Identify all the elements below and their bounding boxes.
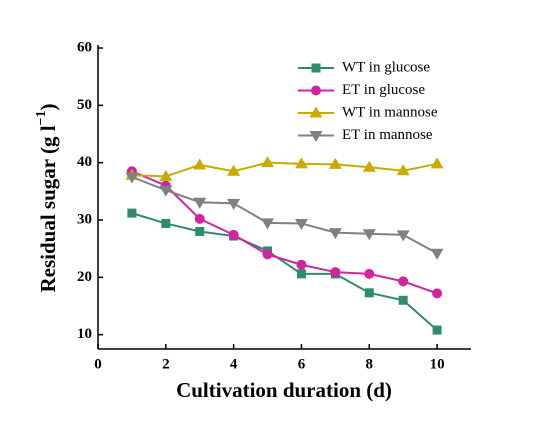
series-line bbox=[131, 170, 438, 295]
legend-marker bbox=[309, 131, 323, 142]
marker bbox=[396, 230, 410, 242]
marker bbox=[193, 158, 207, 170]
marker bbox=[364, 288, 374, 298]
x-tick-label: 2 bbox=[162, 356, 170, 372]
series-line bbox=[131, 176, 438, 255]
marker bbox=[261, 156, 275, 168]
marker bbox=[328, 157, 342, 169]
marker bbox=[161, 218, 171, 228]
marker bbox=[193, 197, 207, 209]
marker bbox=[159, 169, 173, 181]
marker bbox=[364, 268, 375, 279]
x-tick-label: 10 bbox=[430, 356, 445, 372]
marker bbox=[398, 295, 408, 305]
legend-label: WT in mannose bbox=[342, 104, 438, 120]
x-tick-label: 8 bbox=[366, 356, 374, 372]
legend-marker bbox=[311, 85, 321, 96]
marker bbox=[362, 160, 376, 172]
marker bbox=[432, 325, 442, 335]
marker bbox=[195, 226, 205, 236]
marker bbox=[430, 157, 444, 169]
marker bbox=[159, 185, 173, 197]
y-axis-title: Residual sugar (g l−1) bbox=[34, 103, 60, 292]
series-line bbox=[131, 212, 438, 331]
y-title-sup: −1 bbox=[34, 110, 49, 125]
legend-label: ET in mannose bbox=[342, 127, 433, 143]
x-axis-title: Cultivation duration (d) bbox=[176, 378, 392, 402]
marker bbox=[294, 218, 308, 230]
marker bbox=[127, 208, 137, 218]
y-title-end: ) bbox=[36, 103, 60, 110]
marker bbox=[228, 229, 239, 240]
x-tick-label: 0 bbox=[94, 356, 102, 372]
x-tick-label: 6 bbox=[298, 356, 306, 372]
marker bbox=[227, 198, 241, 210]
marker bbox=[294, 157, 308, 169]
marker bbox=[432, 288, 443, 299]
marker bbox=[330, 267, 341, 278]
y-tick-label: 50 bbox=[77, 97, 92, 113]
legend-label: ET in glucose bbox=[342, 82, 425, 98]
marker bbox=[125, 172, 139, 184]
y-tick-label: 60 bbox=[77, 39, 92, 55]
marker bbox=[396, 164, 410, 176]
x-tick-label: 4 bbox=[230, 356, 238, 372]
marker bbox=[194, 213, 205, 224]
marker bbox=[227, 164, 241, 176]
legend-marker bbox=[311, 63, 321, 73]
marker bbox=[296, 269, 306, 279]
marker bbox=[296, 259, 307, 270]
y-tick-label: 10 bbox=[77, 326, 92, 342]
y-title-text: Residual sugar (g l bbox=[36, 125, 60, 292]
legend-marker bbox=[309, 106, 323, 118]
legend-label: WT in glucose bbox=[342, 59, 430, 75]
marker bbox=[362, 229, 376, 241]
marker bbox=[398, 276, 409, 287]
marker bbox=[430, 248, 444, 260]
y-tick-label: 40 bbox=[77, 154, 92, 170]
marker bbox=[328, 228, 342, 240]
series-line bbox=[131, 161, 438, 178]
marker bbox=[261, 218, 275, 230]
marker bbox=[262, 249, 273, 260]
y-tick-label: 20 bbox=[77, 269, 92, 285]
y-tick-label: 30 bbox=[77, 211, 92, 227]
